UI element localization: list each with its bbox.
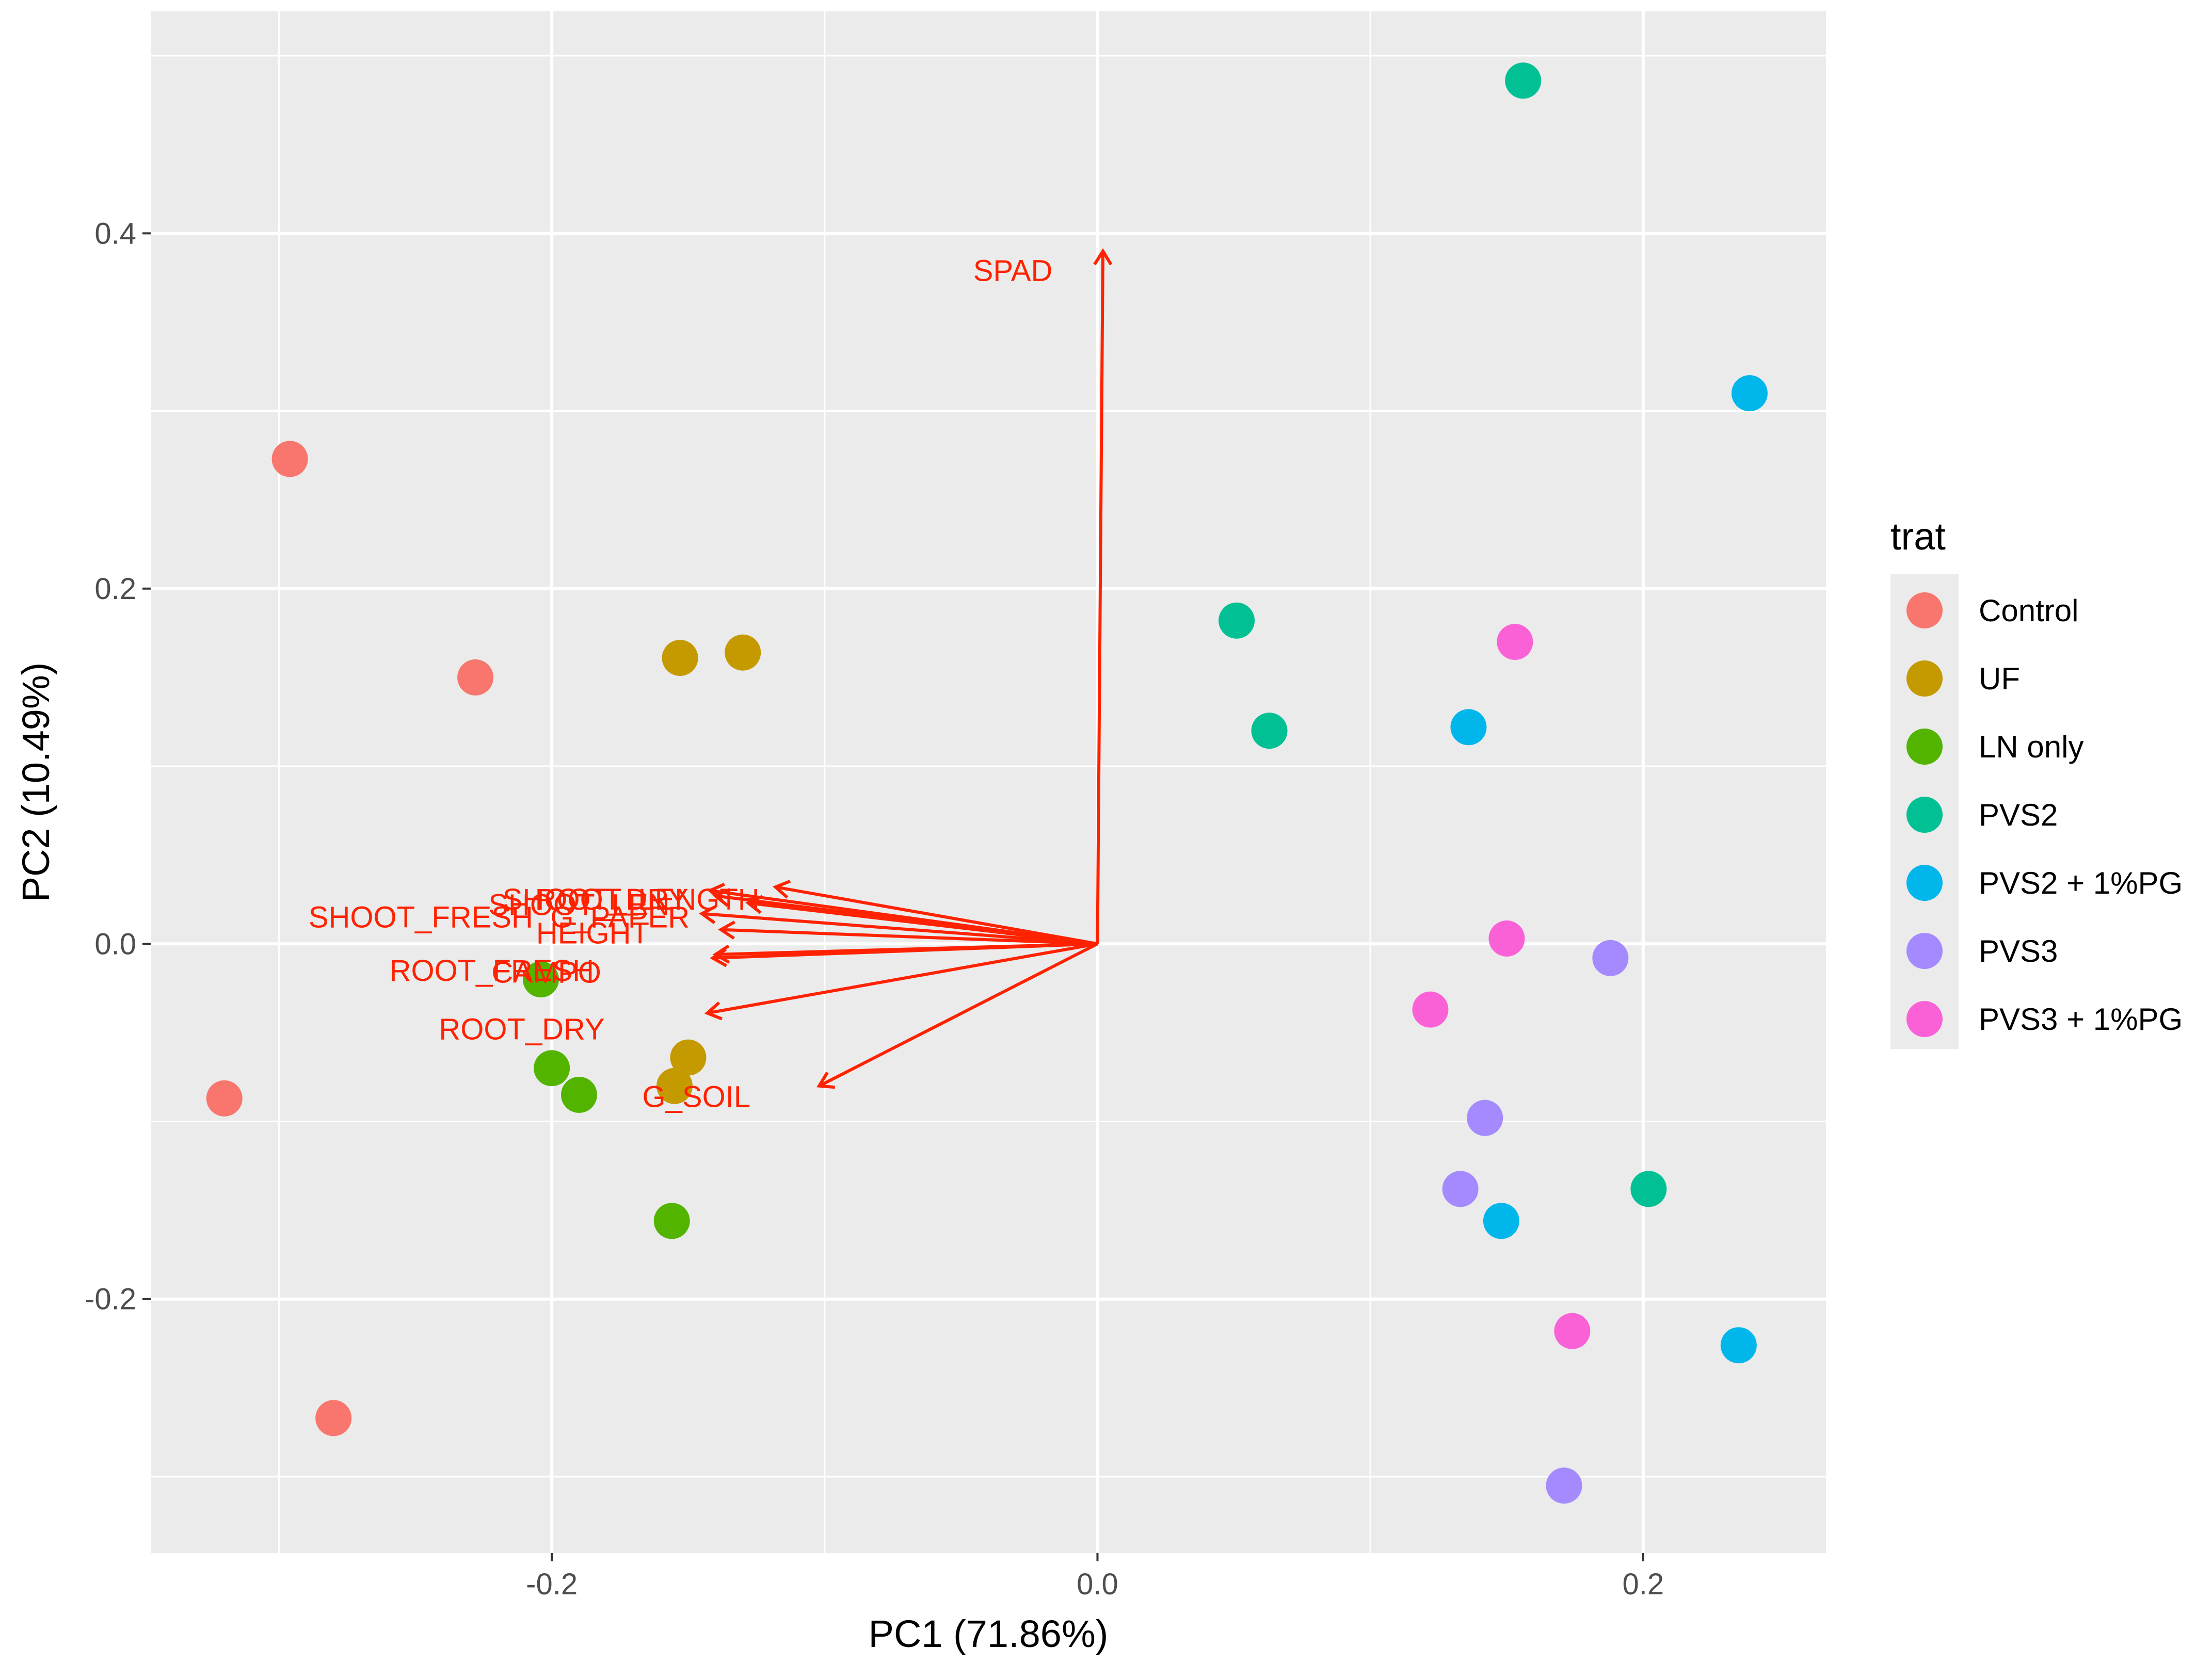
data-point bbox=[561, 1076, 598, 1113]
y-tick-label: 0.0 bbox=[94, 927, 136, 961]
data-point bbox=[1450, 709, 1487, 746]
x-tick-label: 0.0 bbox=[1077, 1568, 1118, 1601]
y-axis-title: PC2 (10.49%) bbox=[14, 663, 57, 902]
loading-arrow bbox=[704, 942, 1098, 1021]
x-axis-title: PC1 (71.86%) bbox=[869, 1612, 1109, 1655]
loading-label: G_SOIL bbox=[643, 1080, 751, 1113]
loading-arrow bbox=[1093, 248, 1113, 944]
data-point bbox=[1497, 624, 1533, 660]
legend: trat Control UF LN only PVS2 PVS2 + 1%PG PVS3… bbox=[1890, 515, 2183, 1049]
x-tick-label: -0.2 bbox=[526, 1568, 578, 1601]
loading-label: SHOOT_DRY bbox=[503, 883, 688, 916]
data-point bbox=[315, 1400, 352, 1436]
legend-key bbox=[1906, 729, 1943, 765]
loading-label: SHOOT_FRESH bbox=[309, 901, 533, 934]
loading-arrow bbox=[816, 942, 1098, 1089]
legend-label: LN only bbox=[1979, 730, 2083, 764]
legend-label: PVS3 bbox=[1979, 934, 2058, 968]
data-point bbox=[1251, 713, 1288, 749]
legend-label: PVS3 + 1%PG bbox=[1979, 1002, 2183, 1037]
y-axis-ticks: -0.2 0.0 0.2 0.4 bbox=[85, 217, 151, 1316]
legend-label: PVS2 bbox=[1979, 798, 2058, 832]
data-point bbox=[271, 441, 308, 477]
loading-arrow bbox=[710, 942, 1098, 967]
data-point bbox=[662, 640, 698, 676]
loading-label: CAMPO bbox=[491, 956, 601, 989]
loading-arrows bbox=[699, 248, 1113, 1089]
y-tick-label: 0.4 bbox=[94, 217, 136, 250]
loading-labels: SPAD SHOOT_DRYROOT_LENGTHSHOOT_LENG_PAPER… bbox=[309, 254, 1053, 1114]
legend-key bbox=[1906, 933, 1943, 969]
legend-key bbox=[1906, 865, 1943, 901]
data-point bbox=[1467, 1100, 1503, 1136]
legend-label: Control bbox=[1979, 593, 2078, 628]
data-point bbox=[653, 1203, 690, 1239]
data-point bbox=[1442, 1171, 1479, 1207]
loading-label: ROOT_LENGTH bbox=[535, 883, 760, 916]
data-point bbox=[534, 1050, 570, 1087]
loading-arrow bbox=[699, 905, 1098, 946]
data-point bbox=[1488, 920, 1525, 957]
x-tick-label: 0.2 bbox=[1622, 1568, 1664, 1601]
data-point bbox=[1554, 1313, 1591, 1349]
data-points bbox=[206, 62, 1768, 1504]
legend-key bbox=[1906, 660, 1943, 697]
data-point bbox=[1720, 1327, 1757, 1364]
data-point bbox=[1546, 1467, 1582, 1504]
legend-label: UF bbox=[1979, 661, 2020, 696]
plot-panel bbox=[151, 11, 1826, 1553]
loading-label: HEIGHT bbox=[536, 917, 649, 950]
legend-key bbox=[1906, 592, 1943, 628]
legend-title: trat bbox=[1890, 515, 1946, 558]
data-point bbox=[522, 961, 559, 998]
data-point bbox=[206, 1080, 243, 1117]
minor-gridlines bbox=[151, 11, 1826, 1553]
data-point bbox=[1483, 1203, 1519, 1239]
loading-arrow bbox=[718, 920, 1098, 946]
loading-label: SHOOT_LEN bbox=[488, 888, 669, 922]
loading-label: ROOT_FRESH bbox=[390, 954, 594, 988]
y-tick-label: -0.2 bbox=[85, 1283, 136, 1316]
loading-label: G_PAPER bbox=[550, 901, 690, 934]
loading-arrow bbox=[745, 895, 1098, 946]
data-point bbox=[1219, 602, 1255, 639]
loading-label: SPAD bbox=[973, 254, 1053, 288]
data-point bbox=[1505, 62, 1542, 99]
x-axis-ticks: -0.2 0.0 0.2 bbox=[526, 1553, 1664, 1601]
legend-key bbox=[1906, 797, 1943, 833]
loading-arrow bbox=[773, 880, 1098, 946]
legend-key bbox=[1906, 1001, 1943, 1037]
data-point bbox=[1630, 1171, 1667, 1207]
legend-items: Control UF LN only PVS2 PVS2 + 1%PG PVS3 PVS3 … bbox=[1906, 592, 2183, 1037]
data-point bbox=[1592, 940, 1629, 976]
data-point bbox=[656, 1068, 693, 1104]
loading-label: ROOT_DRY bbox=[439, 1012, 604, 1046]
legend-label: PVS2 + 1%PG bbox=[1979, 866, 2183, 900]
data-point bbox=[670, 1039, 707, 1076]
data-point bbox=[1731, 375, 1768, 412]
data-point bbox=[725, 634, 761, 671]
data-point bbox=[1412, 991, 1449, 1028]
y-tick-label: 0.2 bbox=[94, 572, 136, 606]
data-point bbox=[457, 659, 494, 696]
